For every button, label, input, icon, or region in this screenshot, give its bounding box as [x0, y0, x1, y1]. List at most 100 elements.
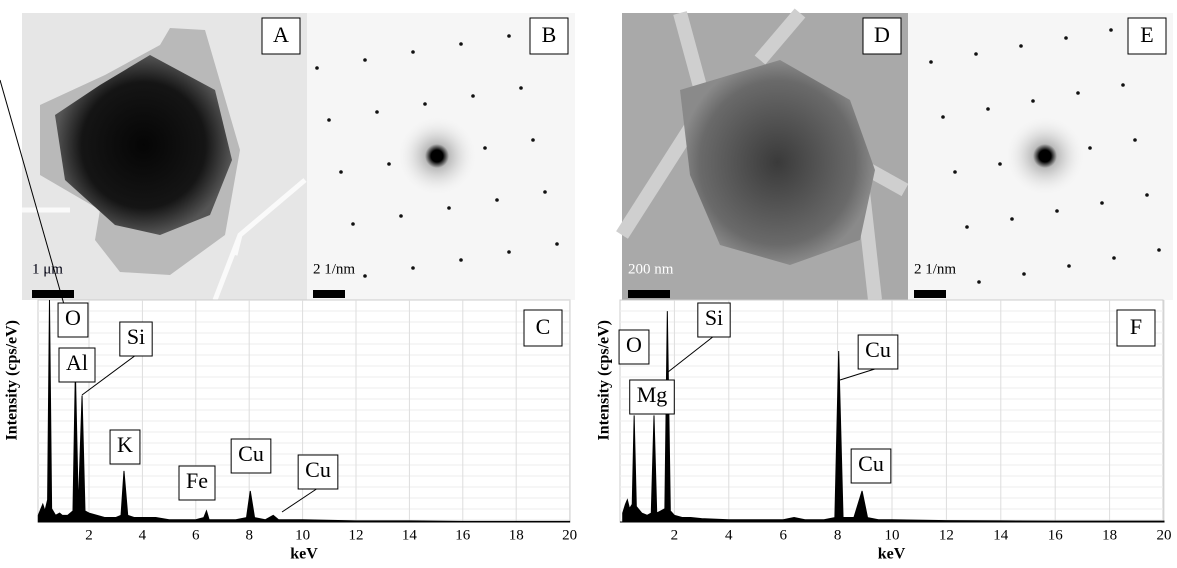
- x-tick-label: 2: [671, 527, 679, 543]
- panel-label-box: [862, 17, 902, 55]
- x-tick-label: 6: [192, 527, 200, 543]
- diffraction-spot: [531, 138, 535, 142]
- scale-label: 2 1/nm: [313, 261, 355, 277]
- diffraction-spot: [447, 206, 451, 210]
- leader-line: [0, 79, 74, 337]
- diffraction-spot: [1112, 256, 1116, 260]
- x-axis-label: keV: [878, 546, 906, 563]
- diffraction-spot: [1088, 146, 1092, 150]
- scale-label: 200 nm: [628, 261, 674, 277]
- diffraction-spot: [1022, 272, 1026, 276]
- diffraction-spot: [1067, 264, 1071, 268]
- diffraction-spot: [375, 110, 379, 114]
- diffraction-spot: [471, 94, 475, 98]
- x-tick-label: 20: [562, 527, 577, 543]
- diffraction-spot: [1031, 99, 1035, 103]
- annotation: Fe: [186, 468, 208, 493]
- diffraction-spot: [315, 66, 319, 70]
- annotation: Mg: [637, 382, 668, 407]
- annotation: Si: [705, 305, 723, 330]
- x-tick-label: 10: [885, 527, 900, 543]
- diffraction-spot: [363, 58, 367, 62]
- leader-line: [839, 367, 879, 381]
- diffraction-spot: [1100, 201, 1104, 205]
- diffraction-spot: [339, 170, 343, 174]
- y-axis-label: Intensity (cps/eV): [596, 320, 613, 440]
- panel-label: A: [273, 22, 289, 47]
- scale-bar: [313, 290, 345, 298]
- diffraction-spot: [351, 222, 355, 226]
- annotation: Cu: [238, 441, 264, 466]
- x-tick-label: 12: [349, 527, 364, 543]
- scale-bar: [32, 290, 74, 298]
- diffraction-center: [397, 116, 477, 196]
- annotation-box: [297, 454, 339, 490]
- diffraction-spot: [1157, 248, 1161, 252]
- x-tick-label: 2: [85, 527, 93, 543]
- diffraction-spot: [483, 146, 487, 150]
- diffraction-spot: [1121, 83, 1125, 87]
- diffraction-spot: [555, 242, 559, 246]
- panel-label: B: [542, 22, 557, 47]
- annotation: Cu: [858, 451, 884, 476]
- annotation-box: [57, 302, 89, 338]
- diffraction-spot: [1109, 28, 1113, 32]
- flake: [680, 60, 875, 265]
- grid-lace: [22, 178, 307, 301]
- diffraction-spot: [1064, 36, 1068, 40]
- diffraction-spot: [1076, 91, 1080, 95]
- diffraction-spot: [1145, 193, 1149, 197]
- panel-label-box: [523, 309, 563, 347]
- diffraction-spot: [507, 250, 511, 254]
- annotation-box: [697, 302, 731, 338]
- diffraction-spot: [459, 258, 463, 262]
- leader-line: [81, 354, 137, 396]
- spectrum: [622, 311, 1165, 523]
- diffraction-spot: [507, 34, 511, 38]
- scale-label: 2 1/nm: [914, 261, 956, 277]
- panel-label: D: [874, 22, 890, 47]
- x-tick-label: 14: [402, 527, 418, 543]
- annotation: Cu: [305, 457, 331, 482]
- x-tick-label: 6: [779, 527, 787, 543]
- panel-label: C: [536, 314, 551, 339]
- panel-label: E: [1140, 22, 1153, 47]
- annotation: Cu: [865, 337, 891, 362]
- annotation: Al: [66, 350, 88, 375]
- x-tick-label: 20: [1157, 527, 1172, 543]
- annotation-box: [119, 321, 153, 357]
- scale-bar: [628, 290, 670, 298]
- tem-images: [22, 8, 1173, 301]
- x-tick-label: 4: [139, 527, 147, 543]
- annotation-box: [230, 438, 272, 474]
- panel-label: F: [1130, 314, 1142, 339]
- diffraction-center: [1005, 116, 1085, 196]
- diffraction-spot: [399, 214, 403, 218]
- diffraction-spot: [986, 107, 990, 111]
- diffraction-spot: [977, 280, 981, 284]
- panel-label-box: [1127, 17, 1167, 55]
- diffraction-spot: [459, 42, 463, 46]
- diffraction-spot: [1010, 217, 1014, 221]
- leader-line: [667, 335, 715, 373]
- x-tick-label: 4: [725, 527, 733, 543]
- x-tick-label: 12: [939, 527, 954, 543]
- annotation: Si: [127, 324, 145, 349]
- diffraction-spot: [543, 190, 547, 194]
- flake-core: [55, 55, 232, 235]
- diffraction-spot: [363, 274, 367, 278]
- x-tick-label: 14: [993, 527, 1009, 543]
- annotation-box: [109, 429, 141, 465]
- x-tick-label: 10: [295, 527, 310, 543]
- spectrum: [37, 299, 571, 523]
- x-tick-label: 16: [1048, 527, 1064, 543]
- annotation-box: [850, 448, 892, 484]
- diffraction-spot: [941, 115, 945, 119]
- diffraction-spot: [974, 52, 978, 56]
- panel-label-box: [1116, 309, 1156, 347]
- x-tick-label: 16: [455, 527, 471, 543]
- diffraction-spot: [495, 198, 499, 202]
- diffraction-spot: [411, 266, 415, 270]
- diffraction-spot: [519, 86, 523, 90]
